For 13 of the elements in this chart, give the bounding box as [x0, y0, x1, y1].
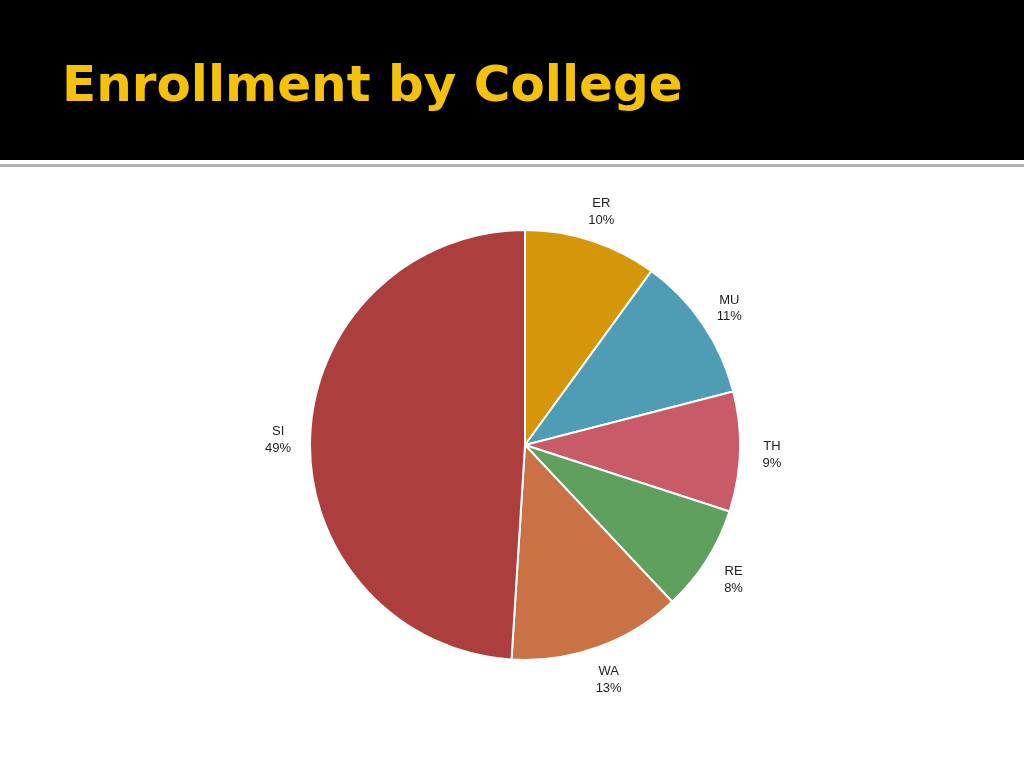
data-label: 10%	[588, 212, 615, 228]
slice-label: MU	[719, 291, 740, 307]
slice-label: SI	[271, 422, 285, 438]
data-label: 49%	[265, 439, 292, 455]
chart-title: Enrollment by College	[62, 54, 683, 115]
slice-label: ER	[592, 195, 611, 211]
data-label: 11%	[716, 308, 743, 324]
data-label: 9%	[762, 455, 782, 471]
data-label: 13%	[595, 679, 623, 695]
data-label: 8%	[724, 579, 744, 595]
slice-label: WA	[598, 662, 620, 678]
slice-label: RE	[724, 562, 743, 578]
slice-label: TH	[763, 438, 781, 454]
